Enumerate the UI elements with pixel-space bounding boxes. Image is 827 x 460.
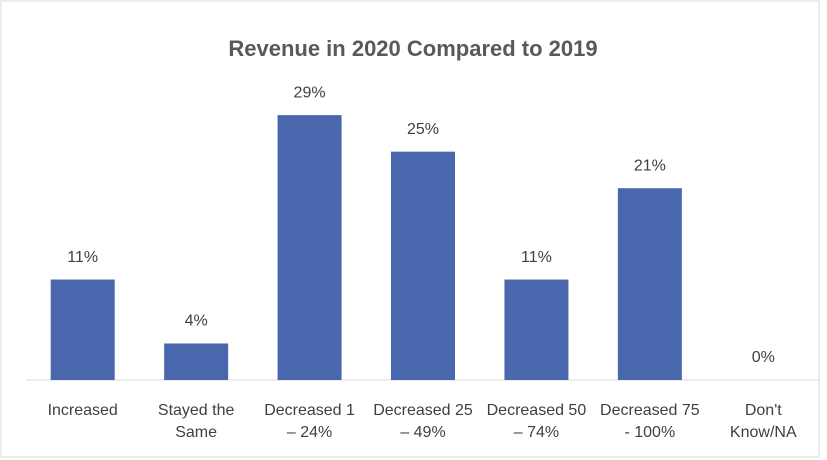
bar (504, 279, 569, 380)
data-label: 11% (521, 249, 552, 266)
x-tick-label: Decreased 25 – 49% (373, 402, 473, 441)
data-label: 21% (634, 157, 666, 174)
x-tick-label: Increased (47, 402, 118, 419)
bar (164, 343, 229, 380)
bar (617, 188, 682, 380)
bar (50, 279, 115, 380)
x-tick-label: Decreased 50 – 74% (486, 402, 587, 441)
chart-title: Revenue in 2020 Compared to 2019 (228, 36, 597, 61)
x-tick-label: Decreased 75 - 100% (600, 402, 700, 441)
data-label: 0% (752, 349, 775, 366)
x-tick-label: Don't Know/NA (729, 402, 797, 441)
data-label: 11% (67, 249, 98, 266)
bar (391, 151, 455, 380)
x-tick-label: Decreased 1 – 24% (264, 402, 355, 441)
bar (277, 115, 342, 380)
data-label: 29% (294, 84, 326, 101)
data-label: 25% (407, 121, 439, 138)
x-tick-label: Stayed the Same (157, 402, 235, 441)
data-label: 4% (185, 313, 208, 330)
